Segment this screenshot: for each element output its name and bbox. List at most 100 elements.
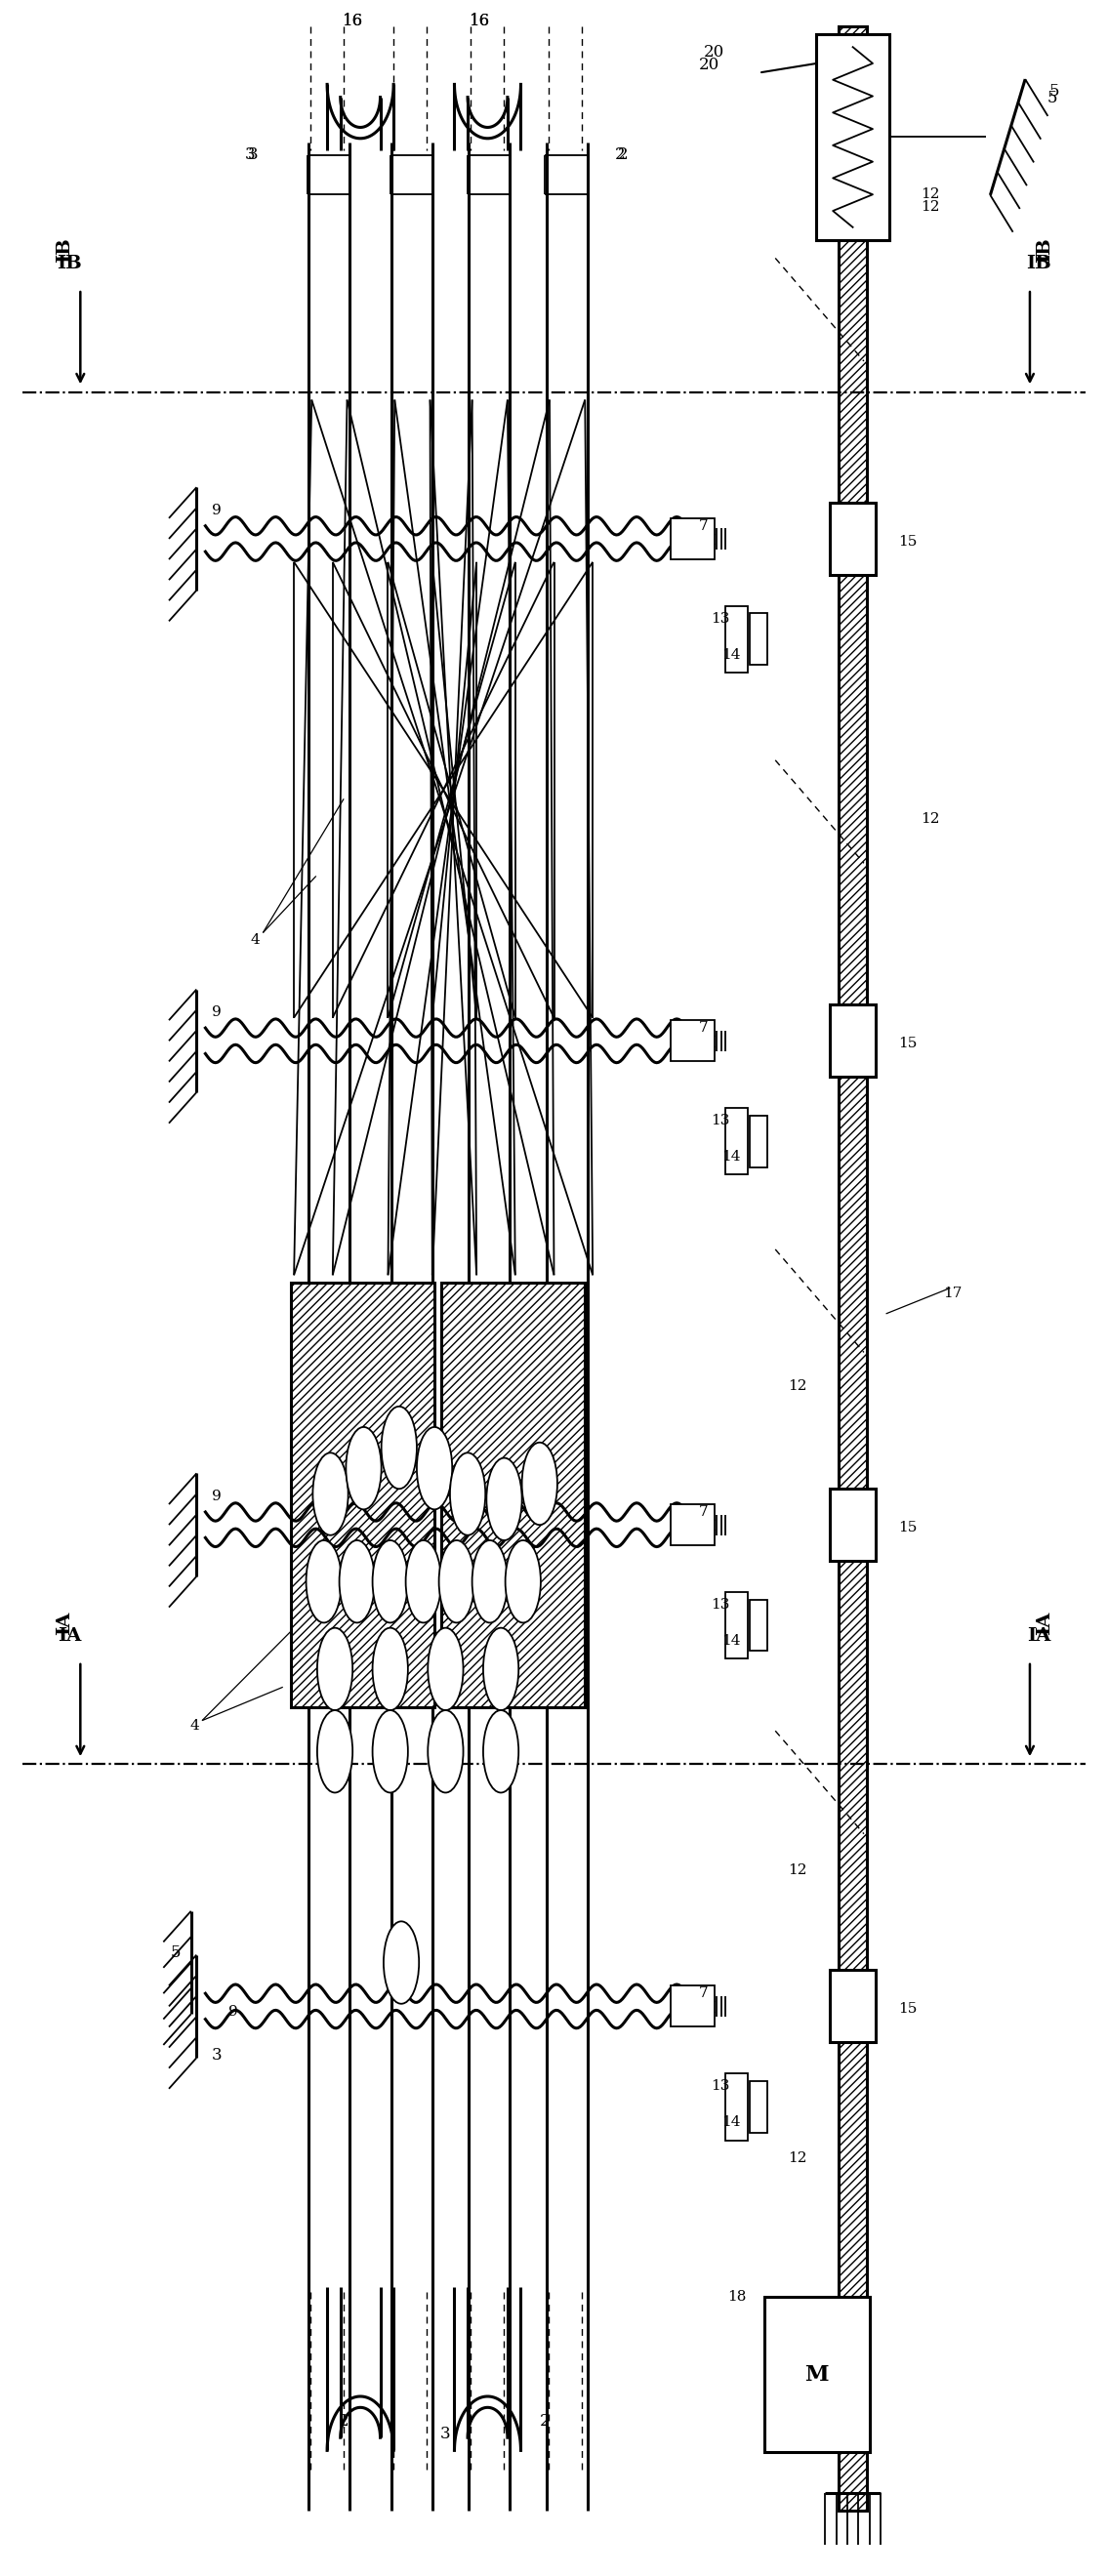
Text: 2: 2 bbox=[339, 2414, 349, 2429]
Text: 20: 20 bbox=[704, 44, 725, 59]
Text: 15: 15 bbox=[899, 1036, 917, 1051]
Text: 14: 14 bbox=[721, 1149, 740, 1164]
Text: 13: 13 bbox=[710, 1597, 729, 1613]
Bar bbox=[765, 2298, 870, 2452]
Text: 9: 9 bbox=[212, 1005, 222, 1020]
Bar bbox=[670, 1504, 715, 1546]
Circle shape bbox=[450, 1453, 485, 1535]
Bar bbox=[750, 1600, 768, 1651]
Circle shape bbox=[346, 1427, 381, 1510]
Bar bbox=[750, 2081, 768, 2133]
Circle shape bbox=[372, 1710, 408, 1793]
Text: 13: 13 bbox=[710, 611, 729, 626]
Circle shape bbox=[483, 1710, 519, 1793]
Text: IB: IB bbox=[57, 237, 73, 263]
Text: 4: 4 bbox=[189, 1718, 199, 1734]
Text: 18: 18 bbox=[727, 2290, 746, 2303]
Circle shape bbox=[339, 1540, 375, 1623]
Circle shape bbox=[372, 1628, 408, 1710]
Circle shape bbox=[312, 1453, 348, 1535]
Bar bbox=[750, 1115, 768, 1167]
Circle shape bbox=[372, 1540, 408, 1623]
Bar bbox=[839, 26, 868, 2512]
Text: 3: 3 bbox=[245, 147, 255, 162]
Bar bbox=[670, 1986, 715, 2027]
Text: 5: 5 bbox=[1049, 82, 1059, 98]
Text: 14: 14 bbox=[721, 647, 740, 662]
Text: 16: 16 bbox=[470, 13, 490, 28]
Bar bbox=[830, 1005, 876, 1077]
Bar bbox=[670, 1020, 715, 1061]
Text: 17: 17 bbox=[943, 1285, 962, 1301]
Text: 7: 7 bbox=[699, 520, 708, 533]
Text: 12: 12 bbox=[921, 188, 940, 201]
Bar bbox=[817, 33, 890, 240]
Text: 4: 4 bbox=[250, 933, 260, 948]
Text: 12: 12 bbox=[788, 2151, 807, 2164]
Text: 13: 13 bbox=[710, 2079, 729, 2092]
Text: 9: 9 bbox=[212, 505, 222, 518]
Text: 3: 3 bbox=[212, 2048, 222, 2063]
Text: 3: 3 bbox=[440, 2427, 451, 2442]
Text: 14: 14 bbox=[721, 1633, 740, 1649]
Text: IA: IA bbox=[57, 1610, 73, 1636]
Text: 12: 12 bbox=[921, 811, 940, 827]
Bar bbox=[670, 518, 715, 559]
Circle shape bbox=[317, 1628, 352, 1710]
Text: 16: 16 bbox=[470, 13, 490, 28]
Text: IB: IB bbox=[57, 255, 82, 273]
Circle shape bbox=[522, 1443, 557, 1525]
Text: IB: IB bbox=[1036, 237, 1053, 263]
Text: 12: 12 bbox=[788, 1862, 807, 1878]
Circle shape bbox=[428, 1710, 463, 1793]
Circle shape bbox=[406, 1540, 441, 1623]
Circle shape bbox=[417, 1427, 452, 1510]
Text: 7: 7 bbox=[699, 1986, 708, 2002]
Text: IA: IA bbox=[1036, 1610, 1053, 1636]
Text: 13: 13 bbox=[710, 1113, 729, 1128]
Bar bbox=[726, 605, 748, 672]
Text: 5: 5 bbox=[1047, 90, 1057, 106]
Bar bbox=[726, 2074, 748, 2141]
Bar bbox=[830, 1971, 876, 2043]
Text: 7: 7 bbox=[699, 1020, 708, 1036]
Circle shape bbox=[383, 1922, 419, 2004]
Text: 20: 20 bbox=[698, 57, 719, 72]
Bar bbox=[830, 502, 876, 574]
Text: 12: 12 bbox=[921, 201, 940, 214]
Circle shape bbox=[428, 1628, 463, 1710]
Bar bbox=[290, 1283, 434, 1708]
Circle shape bbox=[306, 1540, 341, 1623]
Circle shape bbox=[439, 1540, 474, 1623]
Text: 16: 16 bbox=[342, 13, 363, 28]
Circle shape bbox=[505, 1540, 541, 1623]
Text: 15: 15 bbox=[899, 1520, 917, 1535]
Text: 12: 12 bbox=[788, 1378, 807, 1394]
Text: 15: 15 bbox=[899, 536, 917, 549]
Text: 14: 14 bbox=[721, 2115, 740, 2128]
Text: 9: 9 bbox=[228, 2004, 238, 2020]
Text: 15: 15 bbox=[899, 2002, 917, 2017]
Circle shape bbox=[381, 1406, 417, 1489]
Bar bbox=[830, 1489, 876, 1561]
Bar bbox=[726, 1108, 748, 1175]
Text: IA: IA bbox=[1027, 1628, 1050, 1643]
Circle shape bbox=[486, 1458, 522, 1540]
Text: 9: 9 bbox=[212, 1489, 222, 1504]
Circle shape bbox=[317, 1710, 352, 1793]
Text: IB: IB bbox=[1026, 255, 1051, 273]
Text: 5: 5 bbox=[171, 1945, 181, 1960]
Circle shape bbox=[483, 1628, 519, 1710]
Bar bbox=[750, 613, 768, 665]
Text: 16: 16 bbox=[342, 13, 363, 28]
Text: M: M bbox=[804, 2365, 829, 2385]
Text: 7: 7 bbox=[699, 1504, 708, 1520]
Text: 3: 3 bbox=[248, 147, 258, 162]
Text: 2: 2 bbox=[617, 147, 628, 162]
Text: 2: 2 bbox=[540, 2414, 551, 2429]
Circle shape bbox=[472, 1540, 507, 1623]
Bar bbox=[726, 1592, 748, 1659]
Bar bbox=[441, 1283, 585, 1708]
Text: 2: 2 bbox=[615, 147, 626, 162]
Text: IA: IA bbox=[58, 1628, 81, 1643]
